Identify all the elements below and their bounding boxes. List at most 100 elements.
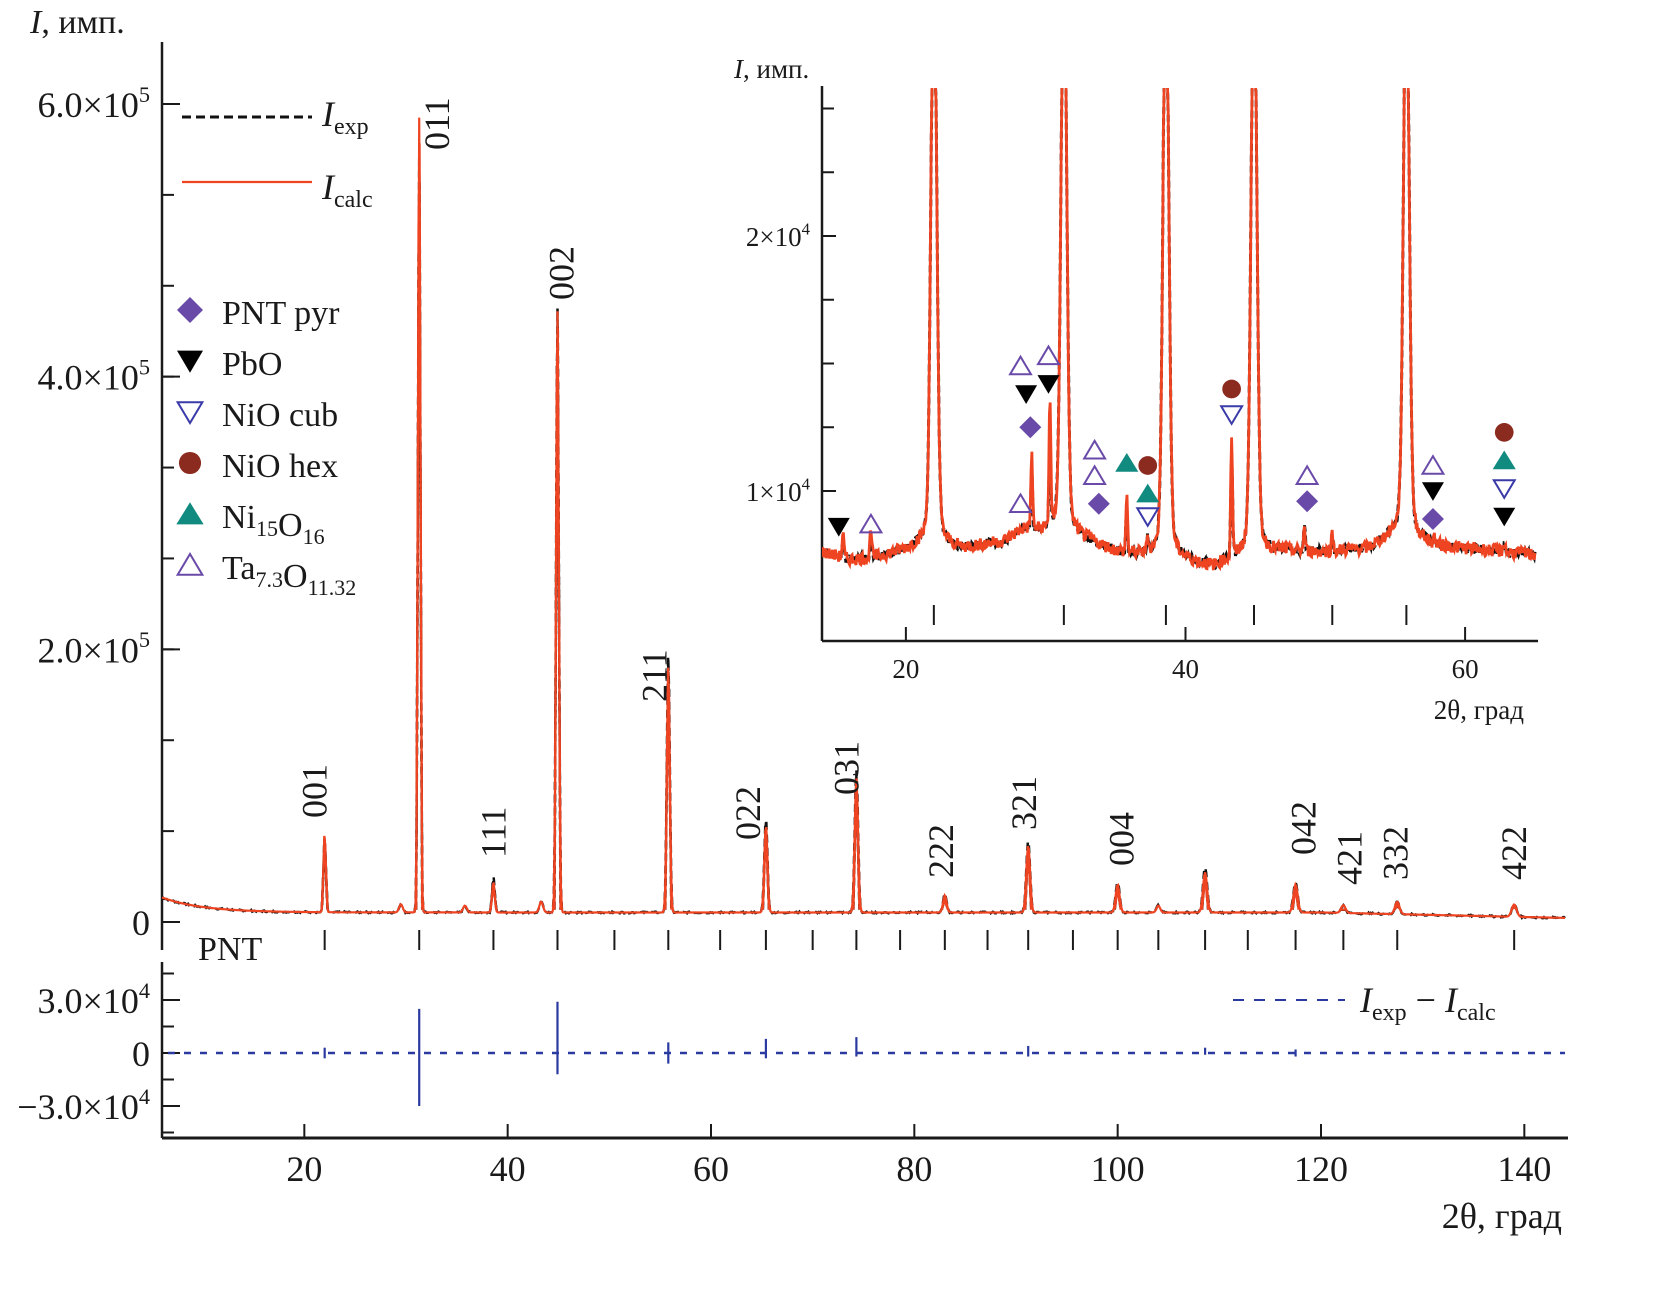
phase-name-part: NiO cub [222,397,338,434]
tick-mantissa: 6.0×10 [38,85,139,125]
phase-subscript: 11.32 [308,575,357,600]
phase-name-part: Ni [222,499,256,536]
inset-phase-marker-pbo [827,517,850,537]
tick-exponent: 4 [139,1084,150,1109]
hkl-label-222: 222 [921,824,961,878]
inset-phase-marker-ta73o1132 [1036,344,1061,366]
phase-name-part: NiO hex [222,448,338,485]
phase-subscript: 15 [256,516,278,541]
x-tick-label: 20 [286,1149,322,1189]
phase-legend-marker-niohex [178,451,202,475]
inset-phase-marker-niohex [1494,423,1514,442]
hkl-label-332: 332 [1375,826,1415,880]
inset-plot-panel: 1×104 2×104 I, имп. 20 40 60 2θ, град [733,54,1538,725]
hkl-label-031: 031 [826,741,866,795]
i-calc-curve [161,143,1565,919]
inset-curves [822,88,1537,572]
inset-phase-marker-ni15o16 [1492,450,1516,470]
x-tick-label: 40 [490,1149,526,1189]
phase-name-part: O [278,507,303,544]
hkl-label-001: 001 [295,764,335,818]
inset-phase-marker-pbo [1015,385,1038,404]
inset-phase-marker-ta73o1132 [1008,354,1033,376]
inset-phase-marker-ta73o1132 [1082,464,1107,485]
hkl-label-011: 011 [417,97,457,150]
phase-legend-label: PNT pyr [222,295,340,332]
y-label-symbol: I [733,54,745,84]
tick-exponent: 4 [802,475,811,494]
legend-symbol: I [321,94,336,134]
legend-diff-label: Iexp − Icalc [1359,980,1496,1026]
x-tick-label: 120 [1294,1149,1348,1189]
tick-mantissa: 2.0×10 [38,630,139,670]
phase-legend-marker-ta73o1132 [175,551,205,576]
y-tick-label: 6.0×105 [38,82,150,125]
phase-name-part: PNT pyr [222,295,340,332]
phase-legend-marker-pntpyr [177,297,203,323]
diff-y-tick-label: 3.0×104 [38,978,150,1021]
inset-phase-marker-ni15o16 [1136,483,1160,503]
hkl-label-002: 002 [541,246,581,300]
phase-legend-label: PbO [222,346,282,383]
x-tick-label: 100 [1091,1149,1145,1189]
inset-y-tick-label: 1×104 [746,475,811,507]
hkl-label-321: 321 [1004,776,1044,830]
legend-subscript: exp [334,114,369,140]
inset-phase-marker-niocub [1135,507,1160,528]
inset-phase-marker-pbo [1421,482,1444,501]
inset-y-tick-label: 2×104 [746,220,811,252]
legend-subscript: exp [1372,1000,1407,1026]
legend-exp-label: Iexp [321,94,369,140]
x-tick-label: 140 [1497,1149,1551,1189]
main-x-axis-label: 2θ, град [1442,1196,1562,1236]
inset-phase-marker-ta73o1132 [1420,454,1446,475]
tick-exponent: 5 [139,82,150,107]
phase-subscript: 16 [303,524,325,549]
tick-exponent: 5 [139,355,150,380]
inset-phase-marker-pbo [1493,507,1516,527]
legend-subscript: calc [334,187,373,213]
inset-phase-marker-niohex [1138,456,1158,475]
inset-x-tick-label: 60 [1452,654,1479,684]
phase-legend-marker-niocub [175,401,205,426]
inset-phase-marker-pntpyr [1421,508,1444,531]
hkl-label-211: 211 [634,649,674,702]
x-tick-label: 80 [896,1149,932,1189]
tick-exponent: 4 [139,978,150,1003]
legend-minus: − [1407,980,1445,1020]
diff-y-tick-label: −3.0×104 [17,1084,150,1127]
phase-legend-label: Ta7.3O11.32 [222,550,356,600]
inset-phase-marker-niohex [1222,379,1241,399]
inset-phase-marker-ta73o1132 [1294,464,1320,485]
inset-phase-marker-niocub [1219,405,1244,426]
legend-symbol: I [1359,980,1374,1020]
inset-x-tick-label: 20 [892,654,919,684]
inset-phase-marker-niocub [1492,479,1517,500]
inset-phase-marker-ta73o1132 [1082,438,1107,460]
hkl-label-422: 422 [1494,826,1534,880]
phase-name-part: PbO [222,346,282,383]
y-label-unit: , имп. [743,54,809,84]
tick-mantissa: 1×10 [746,477,802,507]
inset-phase-marker-ni15o16 [1115,453,1139,472]
legend-calc-label: Icalc [321,167,373,213]
y-label-symbol: I [29,4,43,41]
inset-phase-marker-pntpyr [1019,416,1042,439]
inset-x-axis-label: 2θ, град [1434,695,1524,725]
phase-legend-label: NiO hex [222,448,338,485]
inset-phase-marker-ta73o1132 [858,512,884,534]
y-tick-label: 4.0×105 [38,355,150,398]
inset-x-tick-label: 40 [1172,654,1199,684]
tick-mantissa: −3.0×10 [17,1087,139,1127]
phase-legend-marker-pbo [177,350,203,373]
y-tick-label: 0 [132,903,150,943]
hkl-label-022: 022 [728,786,768,840]
inset-phase-marker-pntpyr [1087,492,1110,515]
tick-mantissa: 0 [132,1034,150,1074]
legend-subscript: calc [1457,1000,1496,1026]
tick-exponent: 5 [139,627,150,652]
i-calc-peaks [320,117,1518,911]
inset-y-axis-label: I, имп. [733,54,809,84]
